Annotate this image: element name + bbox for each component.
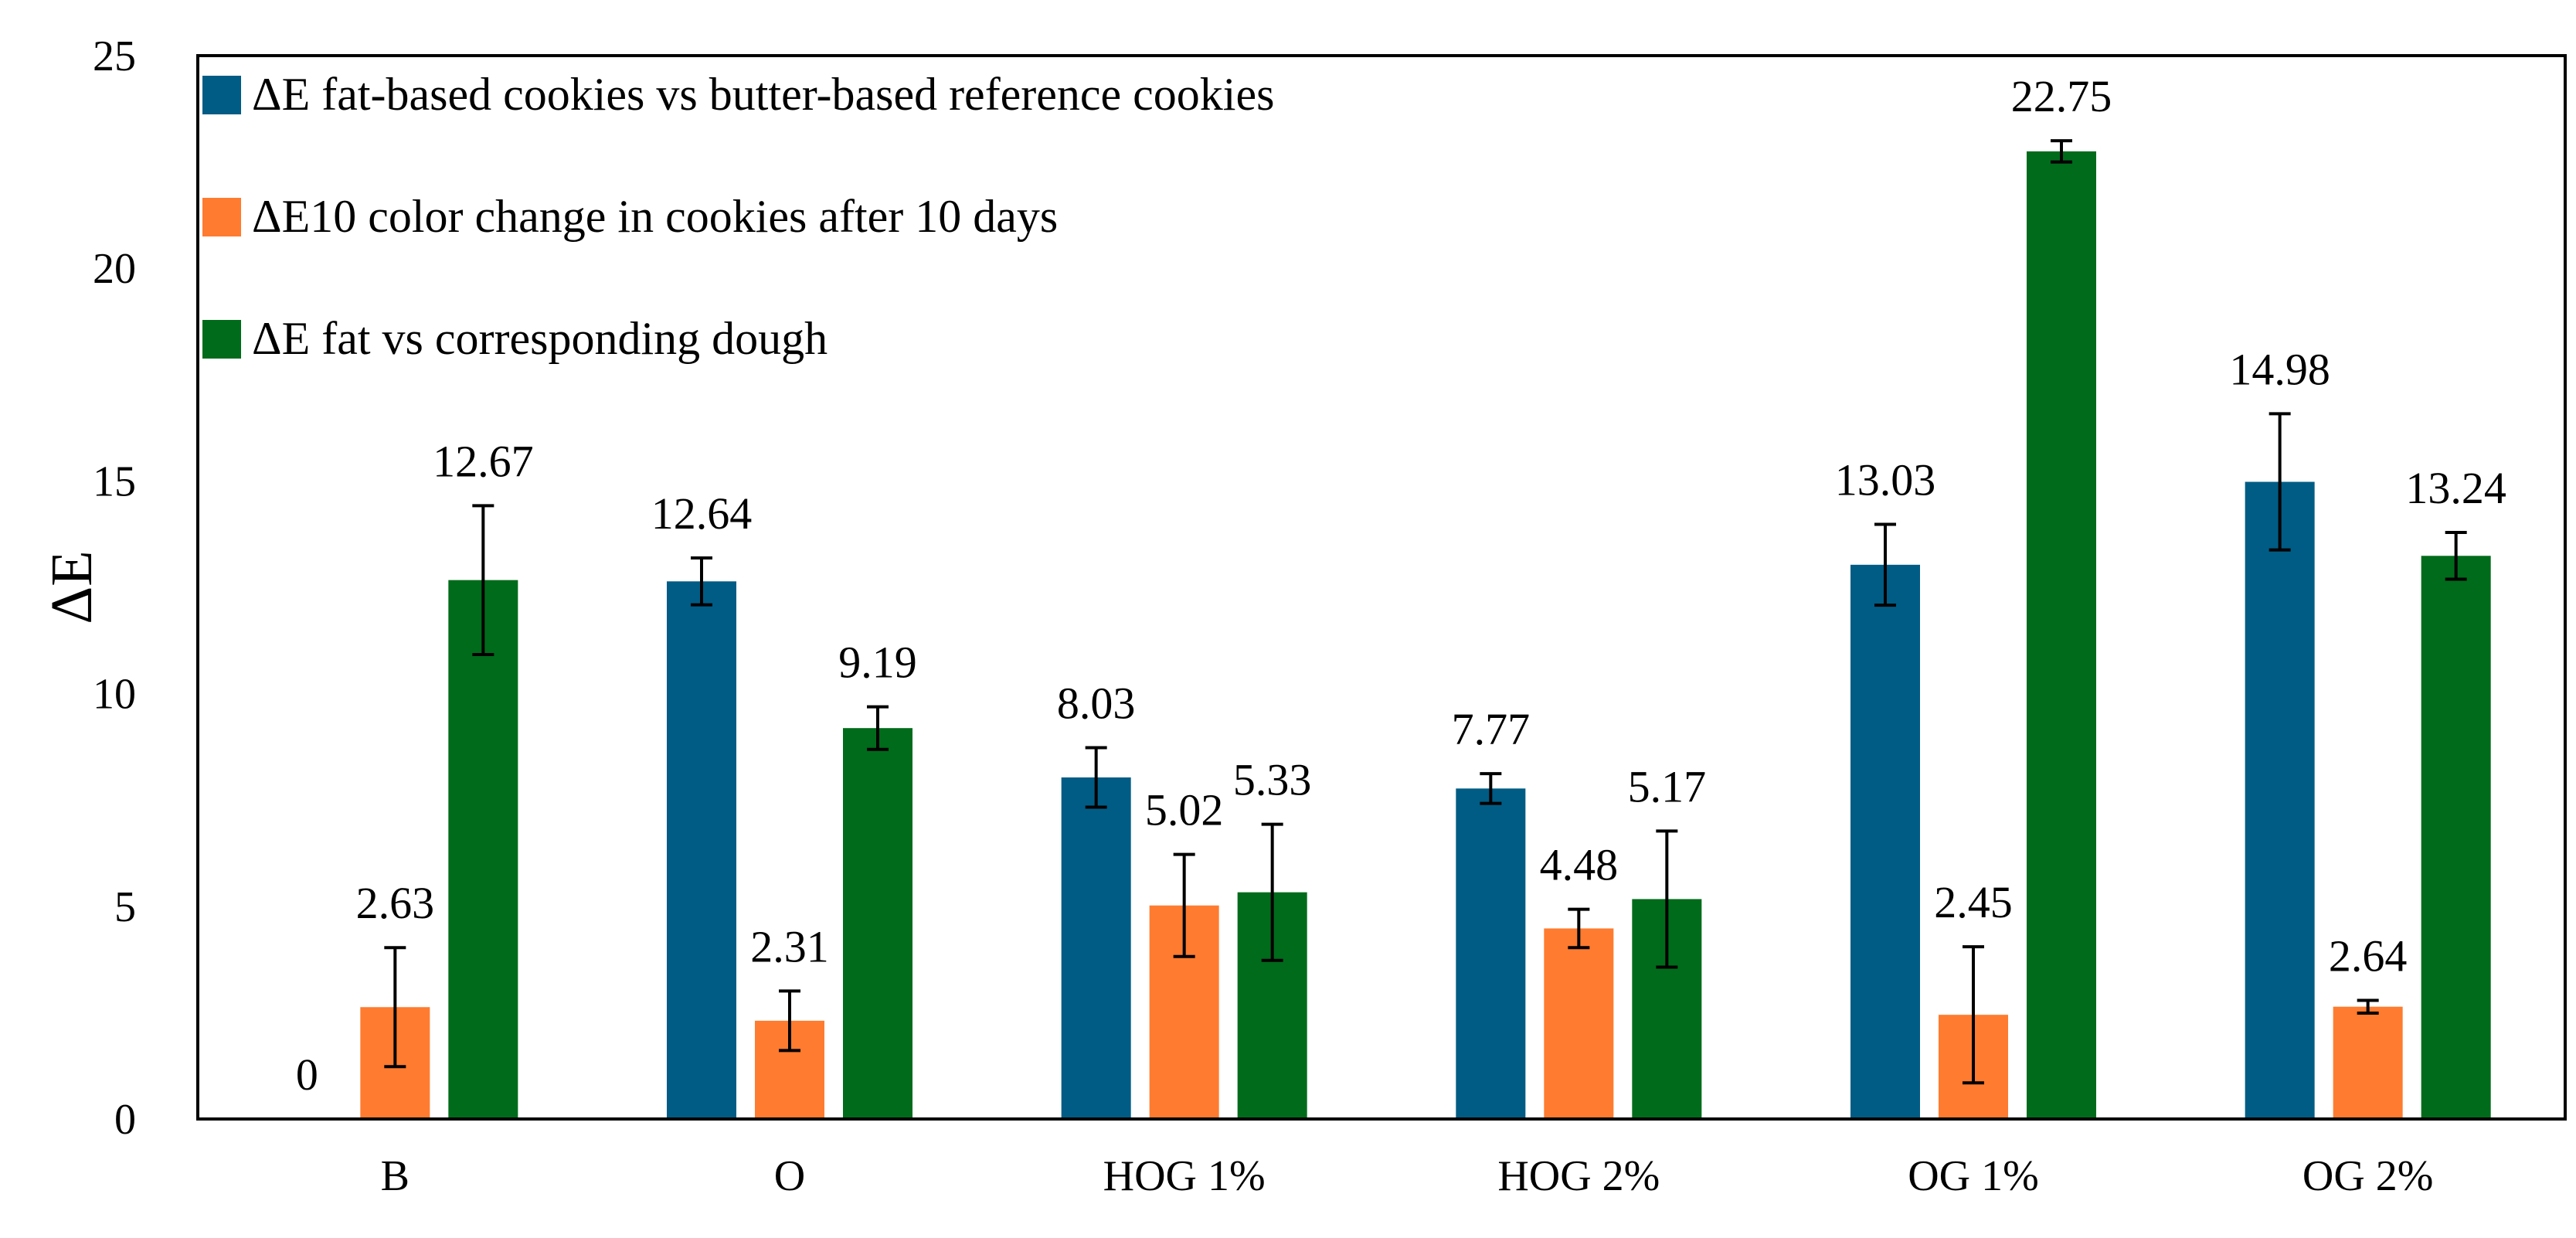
data-label: 9.19 xyxy=(838,638,917,688)
y-tick-label: 10 xyxy=(93,671,136,719)
data-label: 22.75 xyxy=(2011,71,2112,121)
bar xyxy=(2421,556,2491,1119)
legend: ΔE fat-based cookies vs butter-based ref… xyxy=(202,69,1274,364)
bar xyxy=(1061,777,1131,1119)
legend-label: ΔE fat-based cookies vs butter-based ref… xyxy=(252,69,1274,120)
bar xyxy=(1850,564,1920,1119)
bar xyxy=(1456,788,1526,1119)
data-label: 5.02 xyxy=(1145,785,1224,835)
data-label: 12.67 xyxy=(433,436,534,486)
data-label: 13.03 xyxy=(1835,455,1936,505)
data-label: 2.31 xyxy=(750,921,829,971)
bar xyxy=(667,581,736,1119)
data-label: 2.64 xyxy=(2329,930,2408,981)
data-label: 2.45 xyxy=(1934,877,2013,927)
x-category-label: HOG 1% xyxy=(1103,1152,1266,1200)
y-tick-label: 15 xyxy=(93,457,136,505)
y-axis-ticks: 0 5 10 15 20 25 xyxy=(93,32,136,1144)
legend-label: ΔE10 color change in cookies after 10 da… xyxy=(252,191,1058,242)
data-label: 13.24 xyxy=(2405,463,2506,513)
legend-swatch xyxy=(202,76,241,114)
data-labels-layer: 0 2.63 12.67 12.64 2.31 9.19 8.03 5.025.33 7.77 4… xyxy=(296,71,2506,1100)
plot-area-frame xyxy=(196,54,2567,1121)
bar xyxy=(1544,928,1614,1119)
y-tick-label: 0 xyxy=(114,1096,136,1144)
data-label: 8.03 xyxy=(1057,679,1136,729)
x-category-label: HOG 2% xyxy=(1497,1152,1660,1200)
y-tick-label: 5 xyxy=(114,883,136,931)
data-label: 4.48 xyxy=(1540,840,1619,890)
y-tick-label: 20 xyxy=(93,245,136,293)
bar xyxy=(2027,151,2096,1120)
x-category-label: OG 2% xyxy=(2302,1152,2434,1200)
legend-label: ΔE fat vs corresponding dough xyxy=(252,313,828,364)
y-axis-title: ΔE xyxy=(39,550,104,624)
legend-swatch xyxy=(202,320,241,359)
data-label: 2.63 xyxy=(356,878,435,928)
bars-layer xyxy=(360,151,2491,1120)
x-axis-categories: B O HOG 1% HOG 2% OG 1% OG 2% xyxy=(381,1152,2434,1200)
bar xyxy=(448,580,518,1119)
data-label: 7.77 xyxy=(1452,704,1531,754)
data-label: 0 xyxy=(296,1049,318,1100)
legend-swatch xyxy=(202,198,241,236)
x-category-label: B xyxy=(381,1152,410,1200)
x-category-label: O xyxy=(774,1152,805,1200)
data-label: 5.17 xyxy=(1628,761,1707,811)
data-label: 12.64 xyxy=(651,488,753,539)
bar xyxy=(2245,481,2315,1119)
data-label: 5.33 xyxy=(1233,755,1312,805)
data-label: 14.98 xyxy=(2229,344,2330,394)
bar xyxy=(843,728,912,1119)
x-category-label: OG 1% xyxy=(1908,1152,2039,1200)
error-bars-layer xyxy=(384,139,2467,1085)
y-tick-label: 25 xyxy=(93,32,136,80)
bar xyxy=(2333,1006,2403,1119)
